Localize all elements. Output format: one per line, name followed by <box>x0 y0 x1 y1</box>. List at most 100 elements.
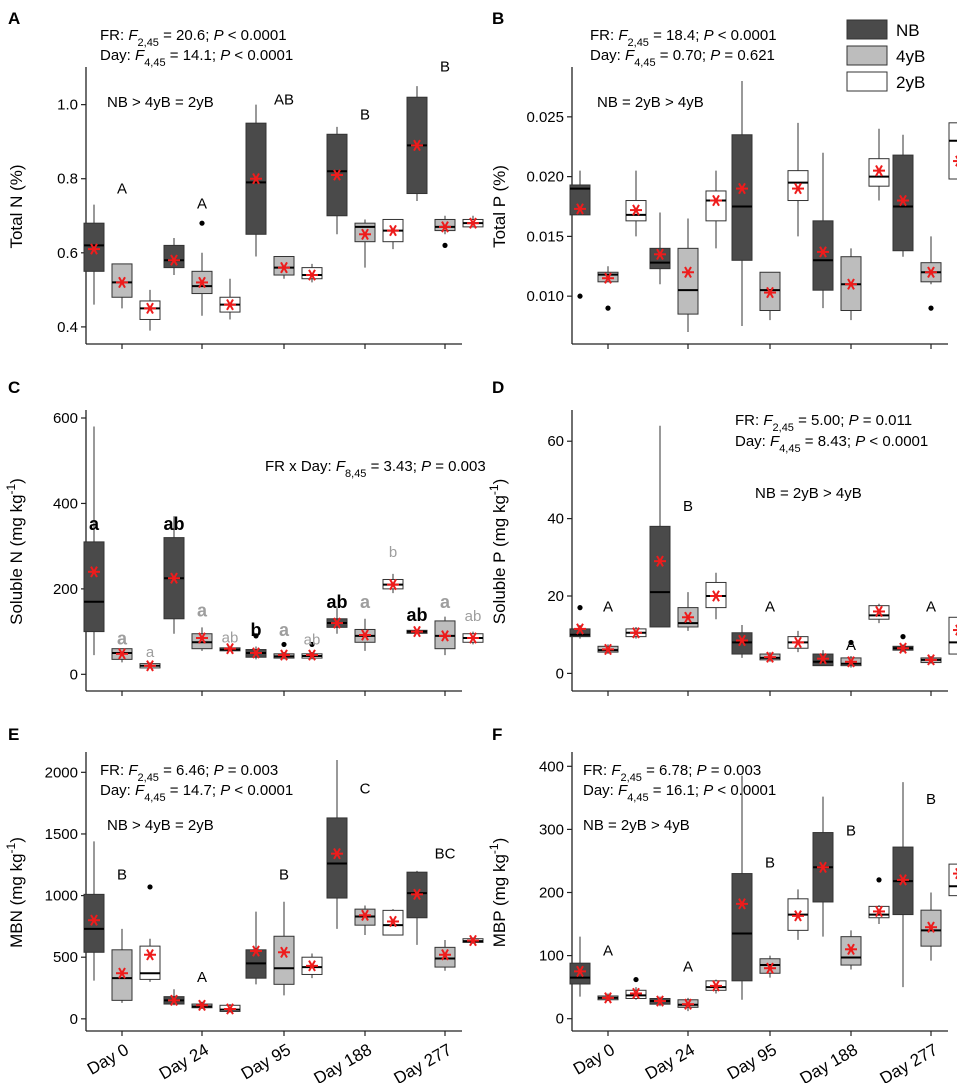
outlier-point <box>281 641 287 648</box>
y-tick-label: 0.4 <box>57 319 78 336</box>
box-iqr <box>705 190 727 222</box>
box-NB-day4 <box>406 86 428 201</box>
mean-marker <box>845 656 857 668</box>
box-2yB-day2 <box>301 641 323 661</box>
y-tick-label: 0.010 <box>526 288 564 305</box>
x-tick-label: Day 0 <box>84 1040 132 1079</box>
mean-marker <box>387 915 399 928</box>
group-letter: a <box>89 514 100 534</box>
mean-marker <box>88 243 100 255</box>
box-2yB-day2 <box>787 889 809 940</box>
mean-marker <box>736 182 748 195</box>
mean-marker <box>116 648 128 660</box>
box-4yB-day1 <box>191 627 213 651</box>
mean-marker <box>817 652 829 665</box>
mean-marker <box>873 605 885 618</box>
mean-marker <box>331 617 343 629</box>
box-iqr <box>434 946 456 968</box>
group-letter: B <box>279 867 289 884</box>
box-NB-day2 <box>731 80 753 327</box>
legend-swatch <box>846 45 888 66</box>
group-letter: A <box>846 637 856 654</box>
mean-marker <box>168 254 180 266</box>
box-NB-day3 <box>326 126 348 235</box>
outlier-point <box>876 877 882 883</box>
mean-marker <box>897 642 909 654</box>
stat-line: FR: F2,45 = 20.6; P < 0.0001 <box>100 27 287 49</box>
panel-letter: C <box>8 378 20 397</box>
stat-line: FR: F2,45 = 6.78; P = 0.003 <box>583 762 761 784</box>
box-2yB-day0 <box>625 626 647 639</box>
box-4yB-day1 <box>677 592 699 631</box>
box-iqr <box>139 945 161 980</box>
mean-marker <box>845 943 857 955</box>
mean-marker <box>873 164 885 177</box>
y-axis-title: MBN (mg kg-1) <box>4 837 26 948</box>
y-tick-label: 0 <box>70 1011 78 1028</box>
outlier-point <box>605 305 611 311</box>
y-tick-label: 1500 <box>45 826 78 843</box>
mean-marker <box>817 246 829 258</box>
box-iqr <box>649 247 671 270</box>
mean-marker <box>196 632 208 644</box>
box-2yB-day3 <box>868 603 890 624</box>
group-letter: B <box>765 854 775 871</box>
mean-marker <box>168 994 180 1007</box>
legend-item-2yB: 2yB <box>846 71 925 92</box>
box-NB-day0 <box>569 605 591 639</box>
y-tick-label: 0.025 <box>526 109 564 126</box>
box-2yB-day0 <box>139 289 161 331</box>
y-tick-label: 0.020 <box>526 169 564 186</box>
box-NB-day2 <box>245 633 267 660</box>
mean-marker <box>331 169 343 181</box>
mean-marker <box>630 987 642 1000</box>
y-axis-title: MBP (mg kg-1) <box>487 838 509 948</box>
comparison-text: NB = 2yB > 4yB <box>755 485 862 502</box>
group-letter: B <box>360 106 370 123</box>
box-NB-day0 <box>569 936 591 997</box>
mean-marker <box>897 194 909 207</box>
group-letter: ab <box>222 629 239 646</box>
mean-marker <box>250 647 262 659</box>
group-letter: B <box>926 791 936 808</box>
mean-marker <box>654 248 666 261</box>
mean-marker <box>411 139 423 152</box>
box-NB-day0 <box>83 841 105 981</box>
mean-marker <box>792 910 804 922</box>
mean-marker <box>411 888 423 901</box>
mean-marker <box>873 905 885 918</box>
box-2yB-day3 <box>868 877 890 925</box>
mean-marker <box>792 182 804 195</box>
box-4yB-day4 <box>920 892 942 961</box>
group-letter: a <box>197 601 208 621</box>
mean-marker <box>602 272 614 284</box>
mean-marker <box>574 965 586 978</box>
box-4yB-day1 <box>191 220 213 316</box>
mean-marker <box>817 861 829 873</box>
box-iqr <box>83 893 105 953</box>
panel-letter: B <box>492 9 504 28</box>
panel-letter: A <box>8 9 20 28</box>
y-tick-label: 300 <box>539 821 564 838</box>
group-letter: A <box>603 598 613 615</box>
box-2yB-day4 <box>948 122 957 180</box>
mean-marker <box>359 629 371 641</box>
group-letter: ab <box>406 605 427 625</box>
mean-marker <box>387 224 399 237</box>
mean-marker <box>387 578 399 591</box>
group-letter: a <box>279 620 290 640</box>
mean-marker <box>411 625 423 638</box>
box-NB-day4 <box>892 134 914 257</box>
box-NB-day3 <box>326 608 348 634</box>
box-2yB-day1 <box>219 642 241 655</box>
box-NB-day3 <box>812 152 834 309</box>
box-4yB-day4 <box>920 654 942 666</box>
y-axis-title: Soluble N (mg kg-1) <box>4 478 26 625</box>
box-NB-day2 <box>731 775 753 1000</box>
y-tick-label: 1000 <box>45 888 78 905</box>
mean-marker <box>306 960 318 972</box>
box-2yB-day2 <box>301 953 323 979</box>
mean-marker <box>250 945 262 957</box>
box-4yB-day3 <box>840 639 862 668</box>
